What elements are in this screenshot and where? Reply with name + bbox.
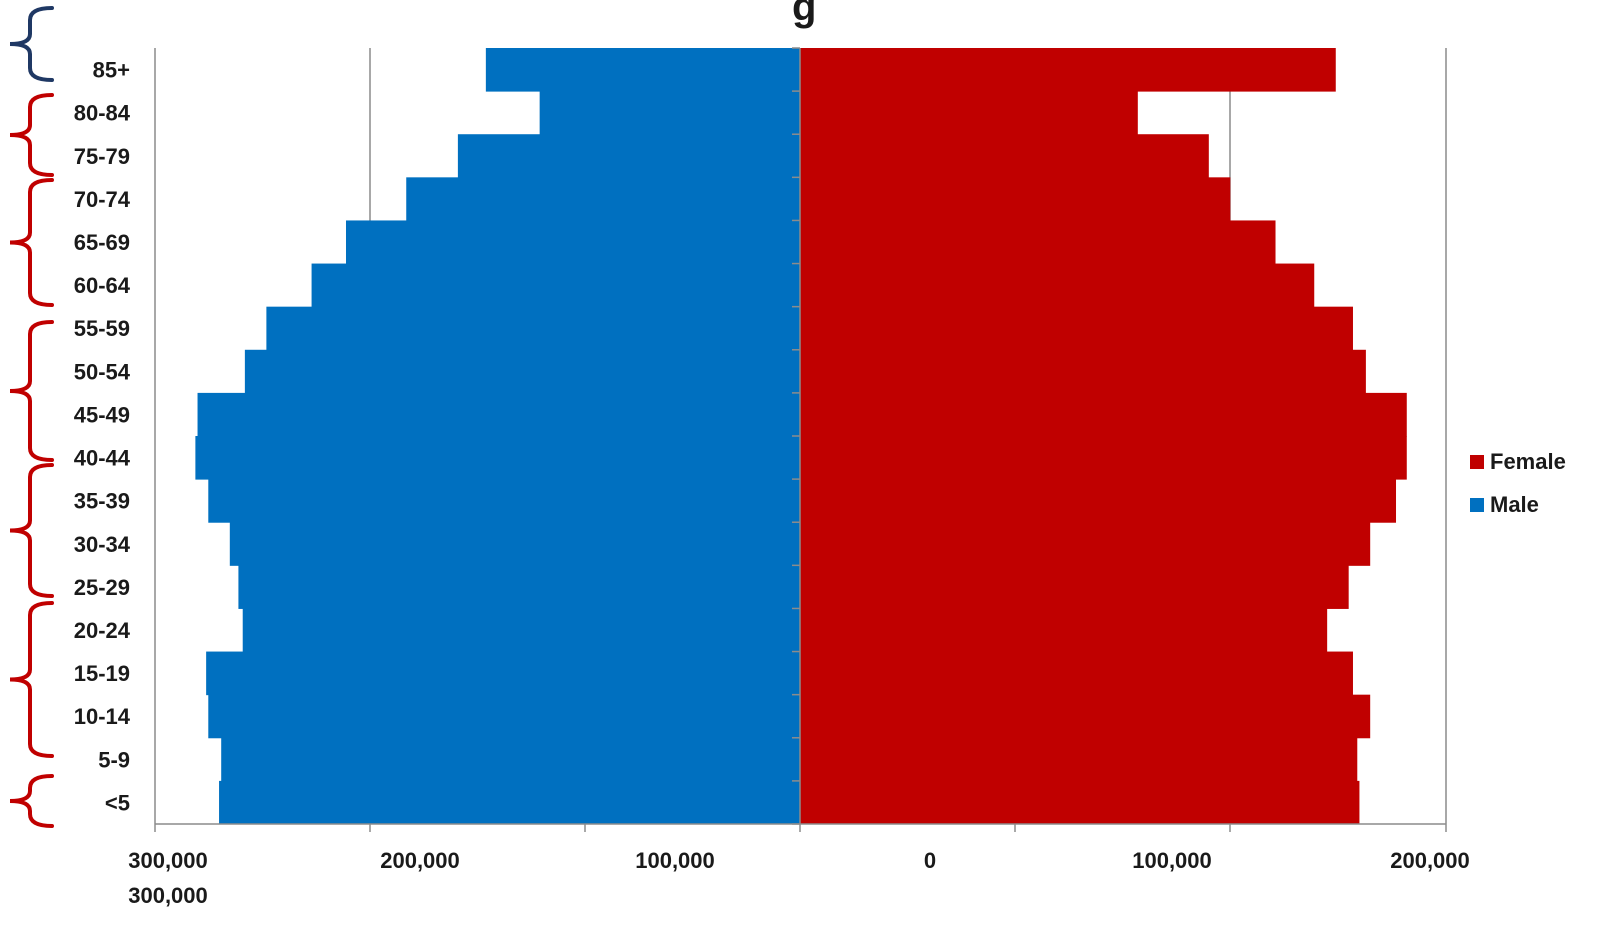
- bar-female-10-14: [800, 694, 1371, 739]
- legend-item-male: Male: [1470, 492, 1566, 517]
- bar-female-65-69: [800, 220, 1276, 265]
- legend-swatch-female: [1470, 455, 1484, 469]
- category-label: 45-49: [74, 402, 130, 427]
- category-label: 80-84: [74, 101, 131, 126]
- bar-male-5-9: [221, 737, 800, 782]
- category-label: 5-9: [98, 747, 130, 772]
- legend-swatch-male: [1470, 498, 1484, 512]
- category-labels: 85+ 80-84 75-79 70-74 65-69 60-64 55-59 50-54 45…: [74, 58, 131, 816]
- age-group-braces: [9, 6, 54, 828]
- bar-male-45-49: [197, 392, 801, 437]
- bar-male-60-64: [311, 263, 800, 308]
- bar-male-40-44: [195, 436, 801, 480]
- bar-male-65-69: [345, 220, 800, 265]
- brace: [9, 6, 54, 82]
- x-tick-label: 200,000: [380, 848, 460, 873]
- x-tick-label: 100,000: [1132, 848, 1212, 873]
- legend: Female Male: [1470, 449, 1566, 536]
- category-label: 30-34: [74, 532, 131, 557]
- bar-female-70-74: [800, 177, 1231, 221]
- brace: [9, 320, 54, 462]
- brace: [9, 774, 54, 828]
- bar-male-80-84: [539, 91, 800, 135]
- bar-female-85+: [800, 48, 1336, 92]
- bar-male-75-79: [457, 134, 800, 178]
- category-label: 15-19: [74, 661, 130, 686]
- category-label: 75-79: [74, 144, 130, 169]
- bar-male-70-74: [406, 177, 800, 221]
- brace: [9, 601, 54, 758]
- bar-female-5-9: [800, 737, 1358, 782]
- x-tick-label: 0: [924, 848, 936, 873]
- bar-female-45-49: [800, 392, 1407, 437]
- x-tick-label-extra: 300,000: [128, 883, 208, 908]
- bar-male-30-34: [229, 522, 800, 566]
- bar-female-40-44: [800, 436, 1407, 480]
- bar-male-55-59: [266, 306, 800, 351]
- bar-female-50-54: [800, 349, 1366, 394]
- bar-male-15-19: [206, 651, 800, 696]
- category-label: 10-14: [74, 704, 131, 729]
- bar-female-<5: [800, 780, 1360, 825]
- category-label: 20-24: [74, 618, 131, 643]
- bar-male-<5: [219, 780, 801, 825]
- bar-male-85+: [485, 48, 800, 92]
- category-label: 25-29: [74, 575, 130, 600]
- bar-female-60-64: [800, 263, 1315, 308]
- brace: [9, 463, 54, 598]
- legend-label-male: Male: [1490, 492, 1539, 517]
- x-tick-label: 100,000: [635, 848, 715, 873]
- bar-male-25-29: [238, 565, 801, 609]
- bar-female-55-59: [800, 306, 1353, 351]
- category-label: 35-39: [74, 489, 130, 514]
- bar-male-10-14: [208, 694, 800, 739]
- x-tick-label: 200,000: [1390, 848, 1470, 873]
- category-label: 60-64: [74, 273, 131, 298]
- bar-male-35-39: [208, 479, 800, 523]
- category-label: 70-74: [74, 187, 131, 212]
- category-label: 55-59: [74, 316, 130, 341]
- legend-label-female: Female: [1490, 449, 1566, 474]
- x-tick-label: 300,000: [128, 848, 208, 873]
- bar-female-20-24: [800, 608, 1328, 653]
- category-label: 50-54: [74, 359, 131, 384]
- category-label: 65-69: [74, 230, 130, 255]
- category-label: 85+: [93, 58, 130, 83]
- bar-female-15-19: [800, 651, 1353, 696]
- bar-female-35-39: [800, 479, 1397, 523]
- legend-item-female: Female: [1470, 449, 1566, 474]
- brace: [9, 93, 54, 177]
- bar-male-50-54: [244, 349, 800, 394]
- bars: [195, 48, 1407, 825]
- chart-title-fragment: g: [792, 0, 816, 29]
- category-label: <5: [105, 790, 130, 815]
- brace: [9, 178, 54, 307]
- bar-female-75-79: [800, 134, 1209, 178]
- category-label: 40-44: [74, 446, 131, 471]
- bar-female-30-34: [800, 522, 1371, 566]
- bar-female-25-29: [800, 565, 1349, 609]
- axes: [154, 47, 1447, 832]
- x-axis-tick-labels: 300,000 200,000 100,000 0 100,000 200,000 300,…: [128, 848, 1470, 908]
- bar-female-80-84: [800, 91, 1138, 135]
- bar-male-20-24: [242, 608, 801, 653]
